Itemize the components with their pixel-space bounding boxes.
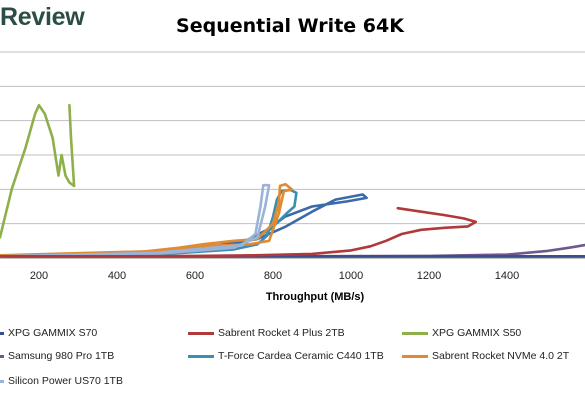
legend-item: Silicon Power US70 1TB bbox=[0, 375, 123, 387]
x-tick-label: 400 bbox=[108, 270, 126, 282]
x-axis-label: Throughput (MB/s) bbox=[265, 291, 365, 303]
legend-swatch bbox=[0, 379, 4, 383]
series-line bbox=[0, 206, 478, 258]
x-tick-label: 1400 bbox=[495, 270, 519, 282]
legend-swatch bbox=[188, 354, 214, 358]
legend-label: XPG GAMMIX S50 bbox=[432, 327, 522, 339]
x-tick-label: 1200 bbox=[417, 270, 441, 282]
legend-label: Sabrent Rocket NVMe 4.0 2T bbox=[432, 350, 570, 362]
legend-swatch bbox=[402, 331, 428, 335]
series-layer bbox=[0, 103, 585, 258]
legend-item: Sabrent Rocket 4 Plus 2TB bbox=[188, 327, 345, 339]
series-line bbox=[0, 183, 271, 258]
legend-label: T-Force Cardea Ceramic C440 1TB bbox=[218, 350, 384, 362]
chart-title: Sequential Write 64K bbox=[176, 15, 404, 37]
series-line bbox=[0, 103, 76, 239]
legend-swatch bbox=[402, 354, 428, 358]
gridlines bbox=[0, 51, 585, 225]
x-tick-labels: 200 400 600 800 1000 1200 1400 bbox=[30, 270, 519, 282]
legend-swatch bbox=[188, 331, 214, 335]
series-line bbox=[0, 188, 298, 258]
legend-swatch bbox=[0, 331, 4, 335]
legend-item: XPG GAMMIX S50 bbox=[402, 327, 521, 339]
x-tick-label: 1000 bbox=[339, 270, 363, 282]
x-tick-label: 800 bbox=[264, 270, 282, 282]
legend-label: Sabrent Rocket 4 Plus 2TB bbox=[218, 327, 345, 339]
legend-label: Silicon Power US70 1TB bbox=[8, 375, 123, 387]
site-logo: Review bbox=[0, 3, 85, 31]
x-tick-label: 200 bbox=[30, 270, 48, 282]
legend-item: T-Force Cardea Ceramic C440 1TB bbox=[188, 350, 384, 362]
legend-item: Sabrent Rocket NVMe 4.0 2T bbox=[402, 350, 569, 362]
series-line bbox=[0, 182, 293, 258]
legend-swatch bbox=[0, 354, 4, 358]
legend-label: XPG GAMMIX S70 bbox=[8, 327, 98, 339]
legend-item: XPG GAMMIX S70 bbox=[0, 327, 97, 339]
x-tick-label: 600 bbox=[186, 270, 204, 282]
legend-item: Samsung 980 Pro 1TB bbox=[0, 350, 114, 362]
legend-label: Samsung 980 Pro 1TB bbox=[8, 350, 115, 362]
